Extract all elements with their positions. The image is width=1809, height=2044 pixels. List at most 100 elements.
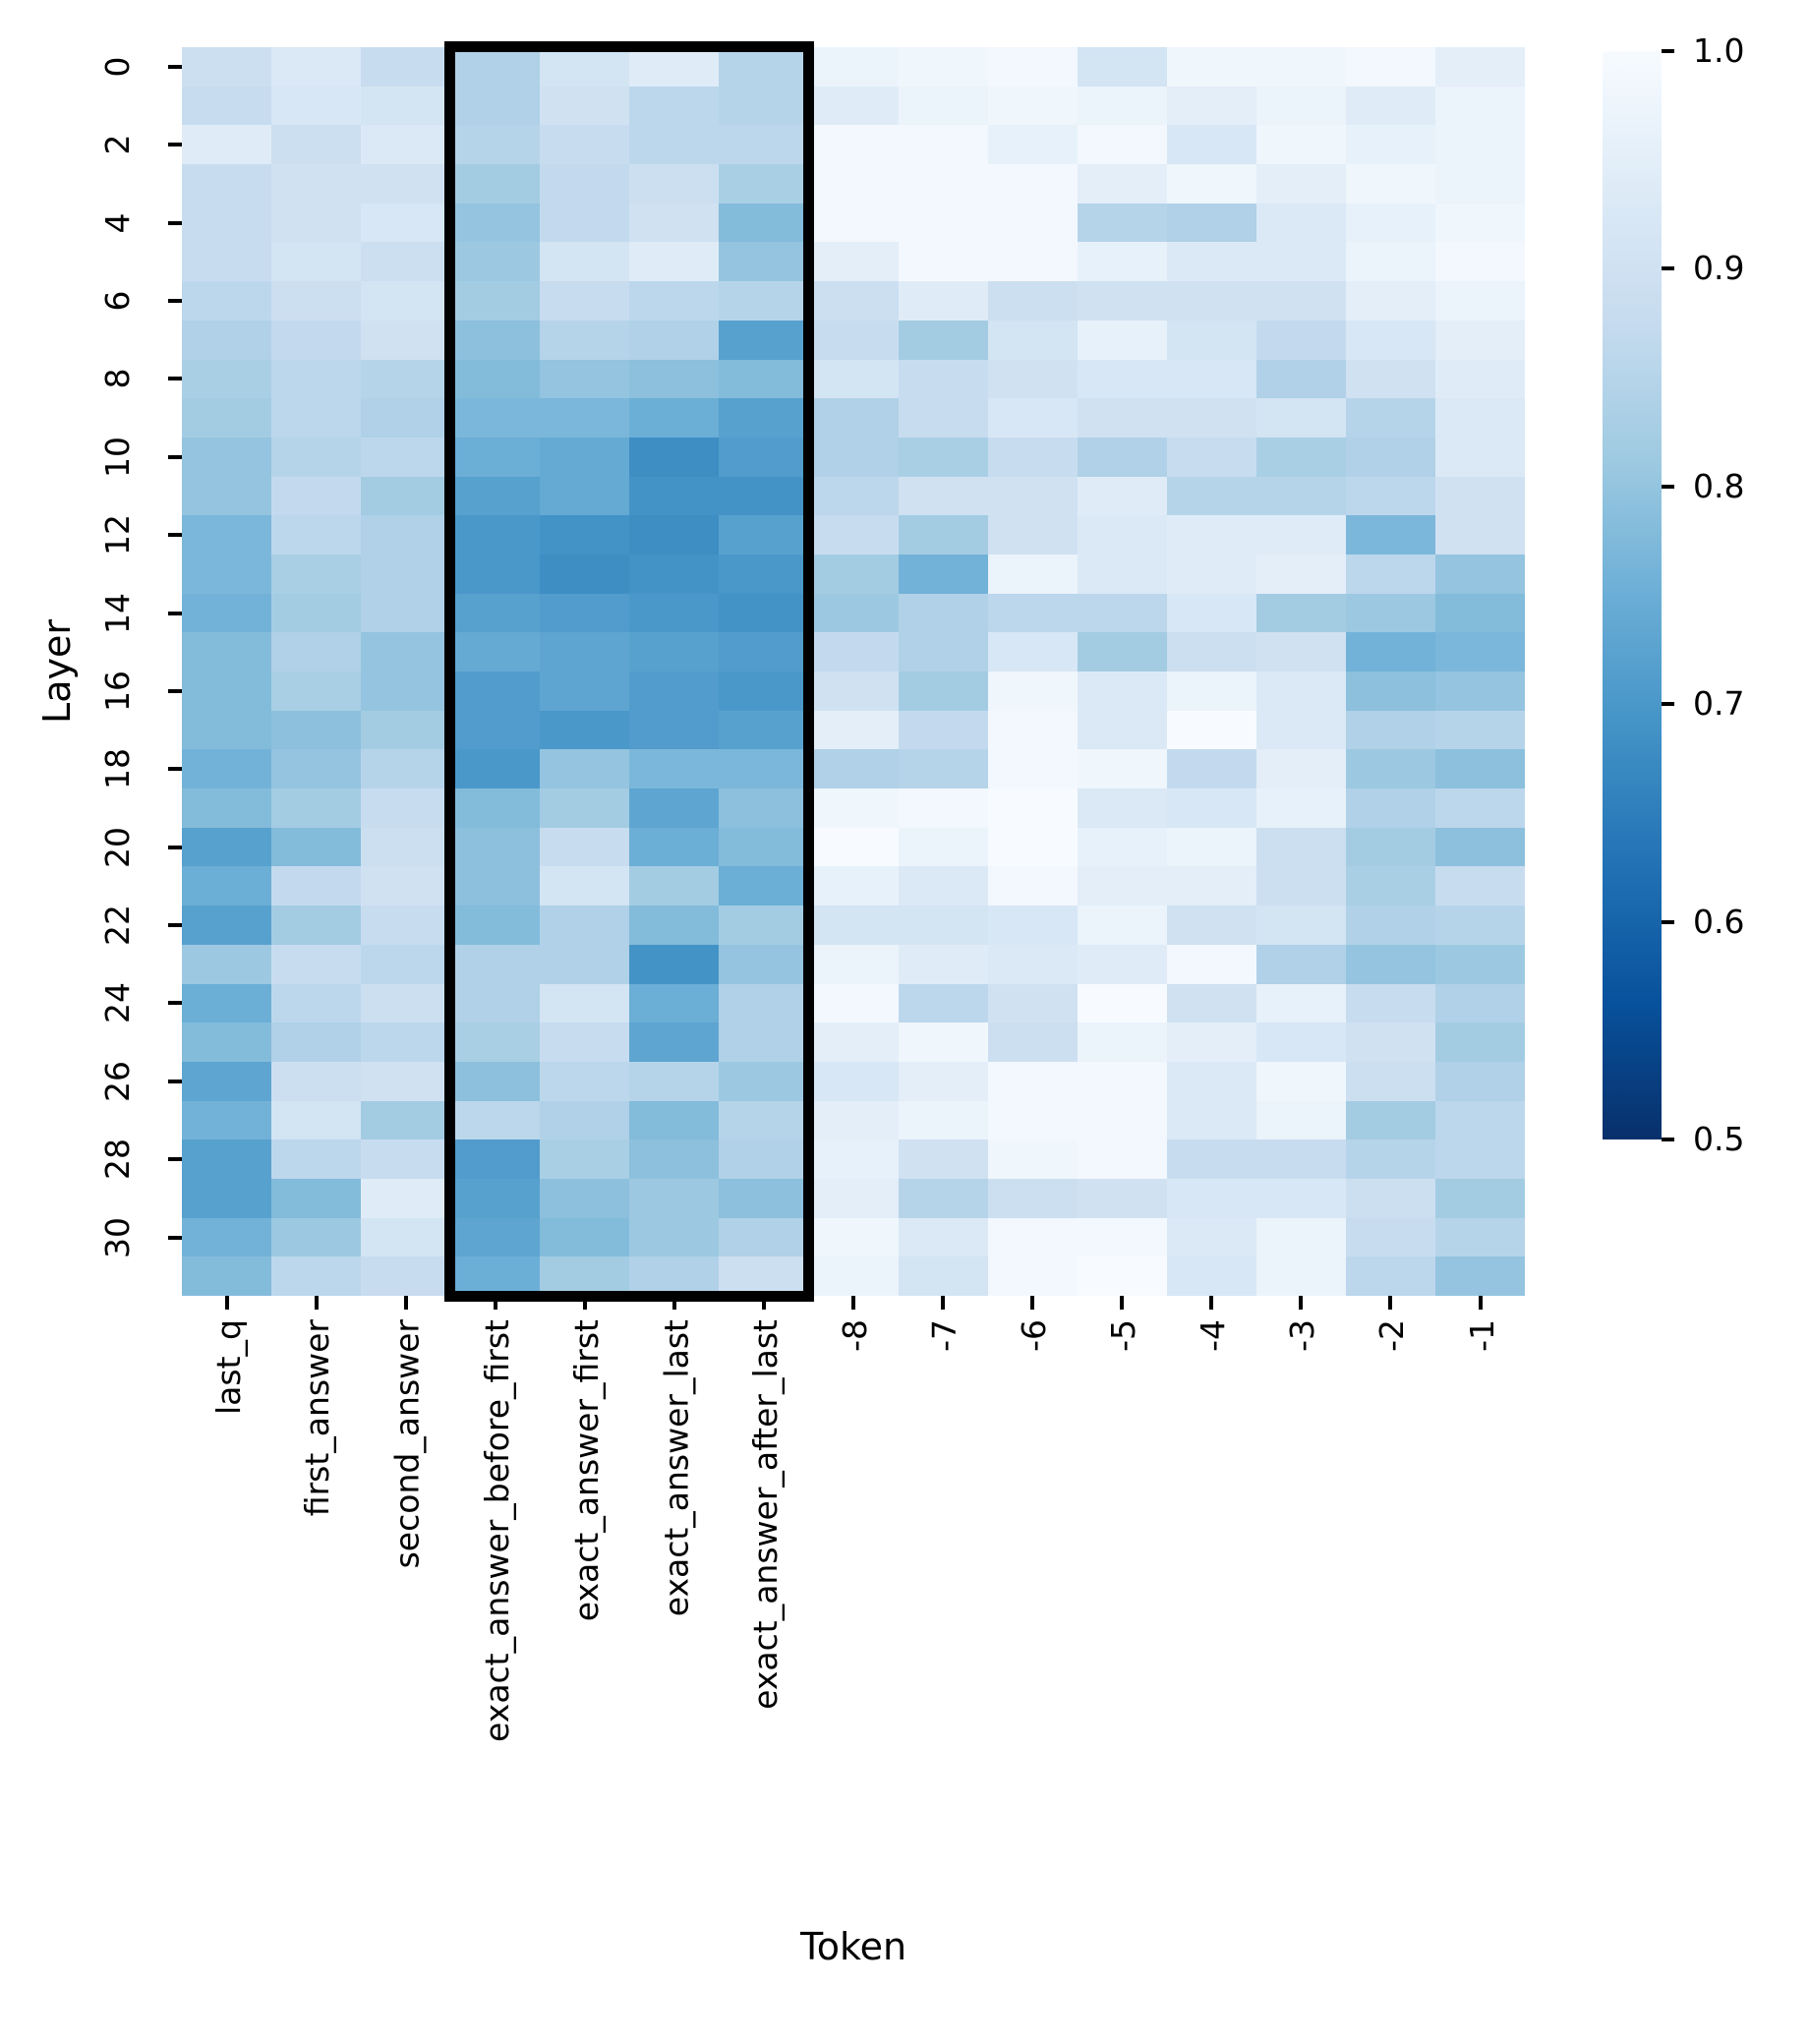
- heatmap-cell: [182, 1061, 272, 1101]
- heatmap-cell: [271, 749, 362, 789]
- heatmap-cell: [629, 1256, 720, 1296]
- x-tick-label: exact_answer_before_first: [477, 1319, 516, 1742]
- heatmap-cell: [1077, 632, 1167, 672]
- heatmap-cell: [1077, 866, 1167, 906]
- x-tick-label: -3: [1283, 1319, 1322, 1352]
- heatmap-cell: [450, 1256, 541, 1296]
- y-tick-mark: [168, 767, 182, 772]
- heatmap-cell: [271, 944, 362, 984]
- heatmap-cell: [1077, 827, 1167, 867]
- heatmap-cell: [1077, 86, 1167, 126]
- heatmap-cell: [271, 827, 362, 867]
- heatmap-cell: [182, 281, 272, 321]
- heatmap-cell: [540, 47, 630, 87]
- heatmap-cell: [182, 827, 272, 867]
- heatmap-cell: [1166, 983, 1256, 1023]
- heatmap-cell: [1166, 632, 1256, 672]
- heatmap-cell: [361, 1100, 451, 1140]
- x-tick-label: -8: [836, 1319, 874, 1352]
- heatmap-cell: [1434, 593, 1525, 633]
- x-tick-label: -4: [1194, 1319, 1233, 1352]
- heatmap-cell: [182, 1178, 272, 1218]
- y-tick-mark: [168, 611, 182, 615]
- heatmap-cell: [629, 672, 720, 711]
- heatmap-cell: [361, 672, 451, 711]
- heatmap-cell: [450, 944, 541, 984]
- heatmap-cell: [719, 320, 809, 360]
- heatmap-cell: [361, 515, 451, 555]
- y-tick-label: 24: [98, 982, 137, 1024]
- heatmap-cell: [450, 1022, 541, 1062]
- heatmap-cell: [1345, 437, 1435, 477]
- heatmap-cell: [808, 710, 899, 750]
- heatmap-cell: [1166, 320, 1256, 360]
- heatmap-cell: [1166, 1100, 1256, 1140]
- heatmap-cell: [182, 944, 272, 984]
- heatmap-cell: [361, 944, 451, 984]
- colorbar-tick-mark: [1662, 1138, 1674, 1141]
- heatmap-cell: [1077, 1217, 1167, 1257]
- y-tick-mark: [168, 1235, 182, 1240]
- heatmap-cell: [719, 554, 809, 594]
- heatmap-cell: [629, 944, 720, 984]
- heatmap-cell: [719, 398, 809, 438]
- heatmap-cell: [182, 554, 272, 594]
- heatmap-cell: [1166, 944, 1256, 984]
- x-tick-mark: [493, 1296, 497, 1310]
- heatmap-cell: [182, 749, 272, 789]
- heatmap-cell: [898, 1022, 988, 1062]
- heatmap-cell: [898, 281, 988, 321]
- heatmap-cell: [271, 125, 362, 165]
- heatmap-cell: [629, 86, 720, 126]
- heatmap-cell: [1345, 203, 1435, 243]
- heatmap-cell: [540, 281, 630, 321]
- x-tick-label: exact_answer_after_last: [745, 1319, 785, 1710]
- heatmap-cell: [271, 281, 362, 321]
- heatmap-cell: [898, 1217, 988, 1257]
- heatmap-cell: [1255, 86, 1346, 126]
- heatmap-cell: [987, 710, 1078, 750]
- x-tick-mark: [761, 1296, 766, 1310]
- heatmap-cell: [182, 632, 272, 672]
- heatmap-cell: [898, 593, 988, 633]
- heatmap-cell: [629, 1178, 720, 1218]
- heatmap-cell: [808, 905, 899, 945]
- heatmap-grid: [182, 47, 1525, 1296]
- heatmap-cell: [1166, 710, 1256, 750]
- heatmap-cell: [898, 1256, 988, 1296]
- heatmap-cell: [987, 515, 1078, 555]
- heatmap-cell: [540, 1022, 630, 1062]
- heatmap-cell: [1434, 905, 1525, 945]
- x-tick-mark: [851, 1296, 855, 1310]
- heatmap-cell: [629, 437, 720, 477]
- x-tick-mark: [1388, 1296, 1393, 1310]
- heatmap-cell: [1166, 242, 1256, 282]
- heatmap-cell: [1345, 359, 1435, 399]
- heatmap-cell: [898, 788, 988, 828]
- heatmap-cell: [898, 476, 988, 516]
- y-tick-mark: [168, 923, 182, 927]
- y-tick-label: 0: [98, 56, 137, 78]
- heatmap-cell: [808, 86, 899, 126]
- heatmap-cell: [629, 983, 720, 1023]
- heatmap-cell: [987, 320, 1078, 360]
- heatmap-cell: [182, 1100, 272, 1140]
- heatmap-cell: [450, 1217, 541, 1257]
- heatmap-cell: [1166, 1217, 1256, 1257]
- heatmap-cell: [1345, 905, 1435, 945]
- heatmap-cell: [808, 672, 899, 711]
- x-tick-mark: [224, 1296, 229, 1310]
- heatmap-cell: [1434, 554, 1525, 594]
- heatmap-cell: [271, 672, 362, 711]
- heatmap-cell: [271, 86, 362, 126]
- heatmap-cell: [629, 749, 720, 789]
- heatmap-cell: [182, 1217, 272, 1257]
- heatmap-cell: [1434, 1217, 1525, 1257]
- heatmap-cell: [450, 905, 541, 945]
- heatmap-cell: [808, 554, 899, 594]
- colorbar-tick-mark: [1662, 702, 1674, 707]
- heatmap-cell: [361, 710, 451, 750]
- heatmap-cell: [987, 866, 1078, 906]
- heatmap-cell: [1166, 1256, 1256, 1296]
- heatmap-cell: [987, 164, 1078, 204]
